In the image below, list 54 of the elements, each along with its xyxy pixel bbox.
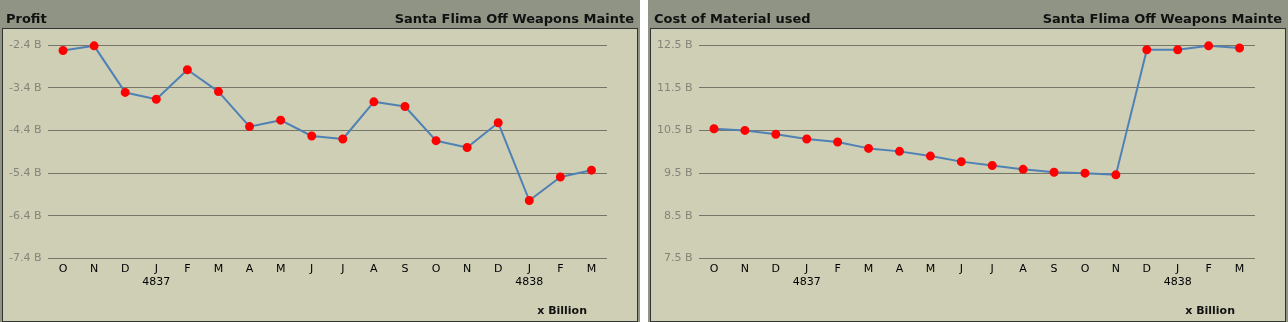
x-tick-label: M bbox=[586, 262, 597, 276]
chart-subtitle: Santa Flima Off Weapons Mainte bbox=[394, 11, 634, 26]
x-tick-label: M bbox=[925, 262, 936, 276]
y-tick-label: 8.5 B bbox=[663, 208, 693, 222]
x-tick-label: N bbox=[90, 262, 99, 276]
x-tick-label: N bbox=[1111, 262, 1120, 276]
chart-subtitle: Santa Flima Off Weapons Mainte bbox=[1042, 11, 1282, 26]
x-tick-label: J bbox=[309, 262, 314, 276]
text: x Billion bbox=[1185, 304, 1235, 317]
x-tick-label: J bbox=[989, 262, 994, 276]
x-tick-label: D bbox=[771, 262, 781, 276]
x-tick-label: A bbox=[370, 262, 379, 276]
x-tick-label: S bbox=[1050, 262, 1058, 276]
y-tick-label: -6.4 B bbox=[8, 208, 42, 222]
y-tick-label: 7.5 B bbox=[663, 251, 693, 265]
x-tick-label: F bbox=[834, 262, 841, 276]
x-tick-label: D bbox=[120, 262, 130, 276]
y-tick-label: 11.5 B bbox=[656, 80, 693, 94]
x-tick-label: J 4837 bbox=[792, 262, 821, 289]
x-tick-label: N bbox=[463, 262, 472, 276]
x-tick-label: N bbox=[740, 262, 750, 276]
x-tick-label: F bbox=[557, 262, 564, 276]
y-tick-label: -3.4 B bbox=[8, 80, 42, 94]
text: x Billion bbox=[537, 304, 587, 317]
x-tick-label: A bbox=[895, 262, 904, 276]
y-tick-label: 9.5 B bbox=[663, 166, 693, 180]
y-tick-label: -7.4 B bbox=[8, 251, 42, 265]
x-tick-label: S bbox=[401, 262, 409, 276]
x-tick-label: J bbox=[958, 262, 963, 276]
x-tick-label: M bbox=[213, 262, 224, 276]
x-tick-label: A bbox=[245, 262, 254, 276]
x-tick-label: D bbox=[1142, 262, 1152, 276]
x-tick-label: M bbox=[863, 262, 874, 276]
x-tick-label: D bbox=[493, 262, 503, 276]
chart-title: Cost of Material used bbox=[654, 11, 811, 26]
chart-title: Profit bbox=[6, 11, 47, 26]
x-tick-label: M bbox=[1234, 262, 1245, 276]
x-tick-label: J 4838 bbox=[515, 262, 544, 289]
x-tick-label: O bbox=[709, 262, 719, 276]
x-tick-label: F bbox=[1205, 262, 1212, 276]
y-tick-label: -2.4 B bbox=[8, 37, 42, 51]
x-tick-label: O bbox=[58, 262, 68, 276]
x-tick-label: J 4837 bbox=[142, 262, 171, 289]
x-tick-label: O bbox=[1080, 262, 1090, 276]
x-tick-label: F bbox=[184, 262, 191, 276]
x-tick-label: O bbox=[431, 262, 441, 276]
y-tick-label: 10.5 B bbox=[656, 123, 693, 137]
y-tick-label: -4.4 B bbox=[8, 123, 42, 137]
x-tick-label: J bbox=[340, 262, 345, 276]
y-tick-label: -5.4 B bbox=[8, 166, 42, 180]
x-tick-label: M bbox=[275, 262, 286, 276]
x-tick-label: A bbox=[1019, 262, 1028, 276]
y-tick-label: 12.5 B bbox=[656, 37, 693, 51]
x-tick-label: J 4838 bbox=[1163, 262, 1192, 289]
